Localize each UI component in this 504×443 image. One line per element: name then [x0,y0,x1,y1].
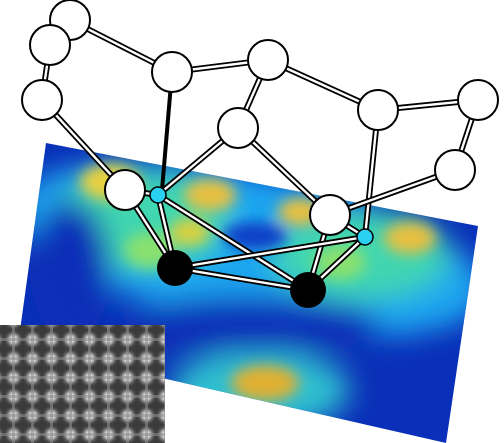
atom [30,25,70,65]
atom [310,195,350,235]
atom [152,52,192,92]
atom [218,108,258,148]
atom [22,80,62,120]
atom [248,40,288,80]
atom-dark [290,272,326,308]
stm-lattice [0,325,165,443]
figure [0,0,504,443]
atom-small [357,229,373,245]
atom-small [150,187,166,203]
atom-dark [157,250,193,286]
atom [358,90,398,130]
atom [435,150,475,190]
atom [458,80,498,120]
page: (() => { const data = JSON.parse(documen… [0,0,504,443]
atom [105,170,145,210]
stm-inset [0,325,165,443]
